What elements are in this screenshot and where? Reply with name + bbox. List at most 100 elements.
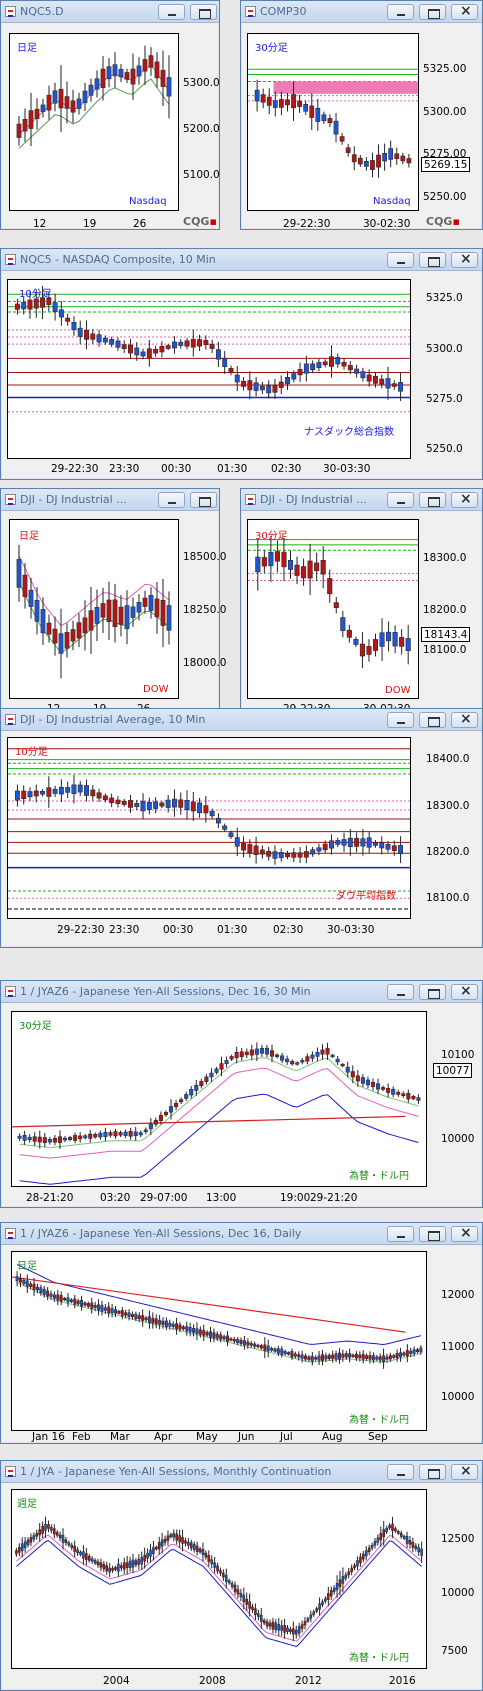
minimize-button[interactable] xyxy=(387,252,414,268)
minimize-button[interactable] xyxy=(387,984,414,1000)
candle-body xyxy=(16,123,22,138)
candle-body xyxy=(269,1050,275,1057)
title-bar[interactable]: 1 / JYAZ6 - Japanese Yen-All Sessions, D… xyxy=(1,981,482,1003)
title-bar[interactable]: DJI - DJ Industrial ... xyxy=(1,489,219,511)
candle-body xyxy=(102,795,108,801)
candlestick-chart xyxy=(248,536,418,668)
candle-body xyxy=(36,1286,39,1291)
minimize-button[interactable] xyxy=(387,4,414,20)
y-tick: 5300.0 xyxy=(426,343,463,355)
candle-body xyxy=(90,1558,94,1562)
candle-body xyxy=(99,1562,103,1568)
candle-body xyxy=(44,1523,47,1531)
price-plot[interactable] xyxy=(247,33,419,211)
close-button[interactable] xyxy=(451,491,478,508)
maximize-button[interactable] xyxy=(419,984,446,1000)
chart-window-jpy-30min[interactable]: 1 / JYAZ6 - Japanese Yen-All Sessions, D… xyxy=(0,980,483,1208)
chart-window-comp30[interactable]: COMP30 5325.00 5300.00 5275.00 5250.00 5… xyxy=(240,0,483,230)
candle-body xyxy=(416,1097,421,1101)
minimize-button[interactable] xyxy=(387,712,414,728)
title-bar[interactable]: DJI - DJ Industrial Average, 10 Min xyxy=(1,709,482,731)
chart-window-jpy-daily[interactable]: 1 / JYAZ6 - Japanese Yen-All Sessions, D… xyxy=(0,1222,483,1444)
candle-body xyxy=(17,1135,22,1139)
maximize-button[interactable] xyxy=(190,4,217,20)
candle-body xyxy=(148,55,154,68)
candle-body xyxy=(204,1552,208,1558)
minimize-button[interactable] xyxy=(387,1226,414,1242)
candle-body xyxy=(360,371,366,379)
maximize-button[interactable] xyxy=(419,252,446,268)
minimize-button[interactable] xyxy=(387,1464,414,1480)
candle-body xyxy=(239,1339,243,1344)
maximize-button[interactable] xyxy=(419,1464,446,1480)
price-plot[interactable] xyxy=(11,1489,427,1669)
candle-body xyxy=(153,801,159,809)
candle-body xyxy=(359,1556,362,1564)
candle-body xyxy=(73,1545,76,1552)
close-button[interactable] xyxy=(451,1463,478,1480)
close-button[interactable] xyxy=(451,983,478,1000)
index-label: ダウ平均指数 xyxy=(336,891,396,902)
candle-body xyxy=(331,1354,335,1359)
price-plot[interactable] xyxy=(11,1011,427,1187)
candle-body xyxy=(381,1087,386,1090)
chart-window-dji-30min[interactable]: DJI - DJ Industrial ... 18300.0 18200.0 … xyxy=(240,488,483,718)
maximize-button[interactable] xyxy=(190,492,217,508)
index-label: Nasdaq xyxy=(373,196,411,207)
candle-body xyxy=(59,1295,63,1302)
maximize-button[interactable] xyxy=(419,4,446,20)
candle-body xyxy=(147,1316,151,1323)
candle-body xyxy=(39,1287,43,1293)
x-tick: 26 xyxy=(133,218,147,230)
title-bar[interactable]: NQC5.D xyxy=(1,1,219,23)
candle-body xyxy=(184,800,190,810)
candle-body xyxy=(345,147,351,153)
app-icon xyxy=(5,494,16,505)
x-tick: 2008 xyxy=(199,1675,226,1687)
close-button[interactable] xyxy=(451,251,478,268)
chart-window-dji-daily[interactable]: DJI - DJ Industrial ... 18500.0 18250.0 … xyxy=(0,488,226,718)
candle-body xyxy=(16,559,22,588)
chart-window-jpy-monthly[interactable]: 1 / JYA - Japanese Yen-All Sessions, Mon… xyxy=(0,1460,483,1691)
candle-body xyxy=(405,638,411,651)
chart-window-nasdaq-daily[interactable]: NQC5.D 5300.0 5200.0 5100.0 日足 Nasdaq 12… xyxy=(0,0,220,230)
title-bar[interactable]: NQC5 - NASDAQ Composite, 10 Min xyxy=(1,249,482,271)
title-bar[interactable]: 1 / JYA - Japanese Yen-All Sessions, Mon… xyxy=(1,1461,482,1483)
close-button[interactable] xyxy=(451,1225,478,1242)
candle-body xyxy=(214,1068,219,1073)
x-tick: Apr xyxy=(154,1431,173,1443)
maximize-button[interactable] xyxy=(419,712,446,728)
maximize-button[interactable] xyxy=(419,492,446,508)
candle-body xyxy=(165,799,171,808)
window-title: DJI - DJ Industrial ... xyxy=(260,493,367,506)
price-plot[interactable] xyxy=(11,1251,427,1431)
candle-body xyxy=(157,1541,161,1550)
price-plot[interactable] xyxy=(7,279,411,459)
x-tick: Mar xyxy=(110,1431,130,1443)
minimize-button[interactable] xyxy=(387,492,414,508)
x-tick: May xyxy=(196,1431,218,1443)
price-plot[interactable] xyxy=(9,33,179,211)
minimize-button[interactable] xyxy=(158,492,185,508)
maximize-button[interactable] xyxy=(419,1226,446,1242)
candle-body xyxy=(63,1297,67,1301)
last-price-box: 5269.15 xyxy=(421,157,471,172)
x-tick: 30-02:30 xyxy=(363,218,411,230)
candle-body xyxy=(172,1533,176,1538)
close-button[interactable] xyxy=(451,711,478,728)
chart-window-dji-10min[interactable]: DJI - DJ Industrial Average, 10 Min 1840… xyxy=(0,708,483,948)
chart-window-nasdaq-10min[interactable]: NQC5 - NASDAQ Composite, 10 Min 5325.0 5… xyxy=(0,248,483,480)
candle-body xyxy=(146,801,152,810)
candle-body xyxy=(310,363,316,371)
minimize-button[interactable] xyxy=(158,4,185,20)
title-bar[interactable]: 1 / JYAZ6 - Japanese Yen-All Sessions, D… xyxy=(1,1223,482,1245)
title-bar[interactable]: COMP30 xyxy=(241,1,482,23)
price-plot[interactable] xyxy=(247,519,419,699)
close-button[interactable] xyxy=(451,3,478,20)
y-tick: 11000 xyxy=(441,1341,475,1353)
candle-body xyxy=(127,1312,131,1318)
x-tick: 29-21:20 xyxy=(310,1192,358,1204)
price-plot[interactable] xyxy=(7,737,411,919)
title-bar[interactable]: DJI - DJ Industrial ... xyxy=(241,489,482,511)
price-plot[interactable] xyxy=(9,519,179,699)
